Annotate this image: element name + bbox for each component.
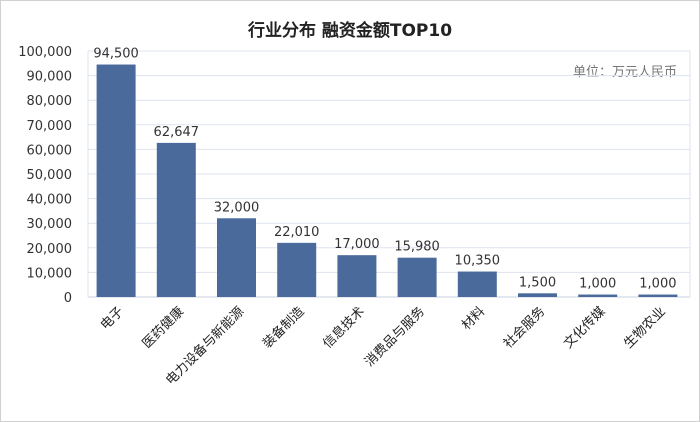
y-tick-label: 100,000 (18, 45, 72, 60)
category-label: 社会服务 (500, 304, 548, 352)
y-tick-label: 20,000 (27, 242, 73, 257)
category-label: 材料 (459, 304, 488, 333)
y-tick-label: 50,000 (27, 168, 73, 183)
data-label: 62,647 (154, 125, 200, 140)
bar (397, 257, 437, 297)
bar (217, 218, 256, 297)
y-tick-label: 40,000 (27, 193, 73, 208)
data-label: 1,000 (639, 277, 676, 292)
category-label: 信息技术 (320, 304, 368, 352)
y-tick-label: 60,000 (27, 143, 73, 158)
y-tick-label: 30,000 (27, 217, 73, 232)
y-axis-ticks: 0 10,000 20,000 30,000 40,000 50,000 60,000 70,… (18, 45, 72, 306)
y-tick-label: 80,000 (27, 94, 73, 109)
bars (96, 64, 678, 297)
data-label: 22,010 (274, 225, 320, 240)
bar (156, 142, 196, 297)
category-label: 医药健康 (139, 304, 187, 352)
bar (337, 255, 377, 297)
y-tick-label: 70,000 (27, 119, 73, 134)
category-label: 电子 (98, 304, 127, 333)
data-label: 94,500 (93, 47, 139, 62)
bar (638, 294, 678, 297)
y-tick-label: 0 (64, 291, 72, 306)
y-tick-label: 10,000 (27, 266, 73, 281)
bar (518, 293, 557, 297)
category-label: 消费品与服务 (361, 304, 427, 370)
bar (578, 294, 618, 297)
category-label: 生物农业 (621, 304, 668, 351)
category-label: 文化传媒 (561, 304, 608, 351)
data-label: 10,350 (455, 254, 501, 269)
data-label: 1,500 (519, 275, 556, 290)
bar (457, 271, 497, 297)
category-label: 装备制造 (259, 304, 307, 352)
bar (96, 64, 136, 297)
unit-note: 单位：万元人民币 (573, 65, 677, 80)
y-tick-label: 90,000 (27, 70, 73, 85)
data-label: 1,000 (579, 277, 616, 292)
chart-title: 行业分布 融资金额TOP10 (247, 20, 452, 41)
data-label: 15,980 (394, 240, 440, 255)
data-label: 32,000 (214, 200, 260, 215)
bar (277, 242, 317, 297)
data-labels: 94,500 62,647 32,000 22,010 17,000 15,980 10,3… (93, 47, 676, 292)
data-label: 17,000 (334, 237, 380, 252)
